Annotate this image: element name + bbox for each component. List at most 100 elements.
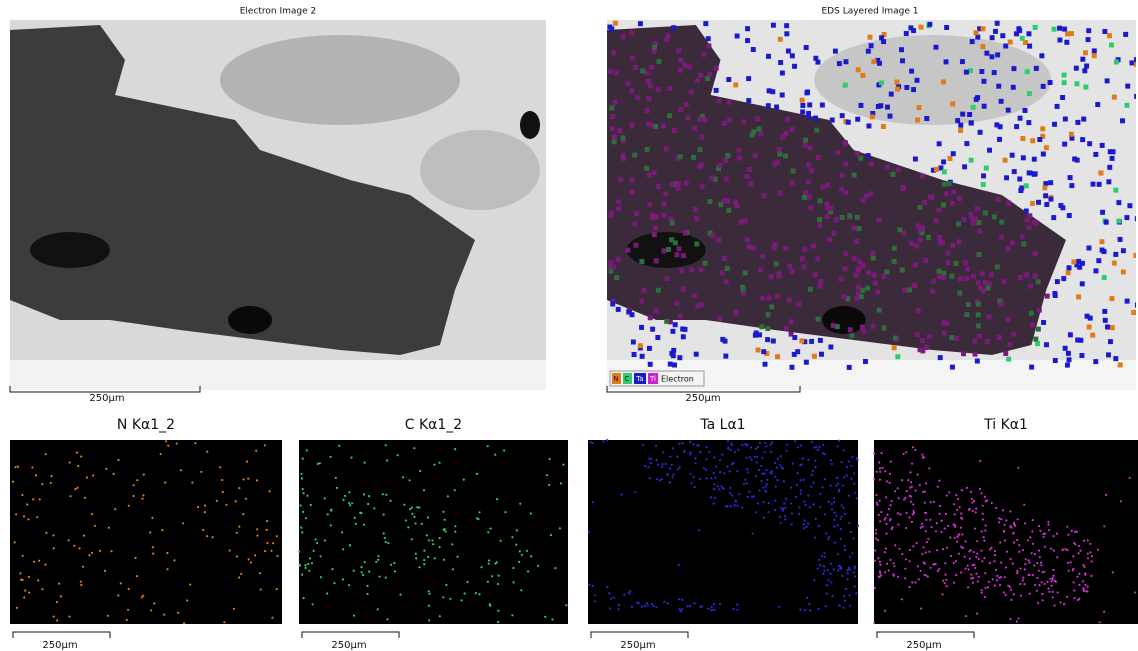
map-dot [366, 585, 368, 587]
map-dot [1034, 66, 1039, 71]
map-dot [679, 608, 681, 610]
map-dot [694, 457, 696, 459]
map-dot [979, 69, 984, 74]
map-dot [1044, 533, 1046, 535]
map-dot [884, 269, 889, 274]
map-dot [647, 202, 652, 207]
map-dot [797, 446, 799, 448]
map-dot [236, 555, 238, 557]
map-dot [613, 21, 618, 26]
map-dot [766, 479, 768, 481]
map-dot [806, 162, 811, 167]
map-dot [1078, 545, 1080, 547]
map-dot [894, 544, 896, 546]
map-dot [907, 287, 912, 292]
map-dot [342, 499, 344, 501]
map-dot [783, 480, 785, 482]
map-dot [216, 500, 218, 502]
map-dot [720, 337, 725, 342]
map-dot [880, 574, 882, 576]
map-dot [766, 54, 771, 59]
map-dot [1087, 325, 1092, 330]
map-dot [444, 519, 446, 521]
map-dot [834, 217, 839, 222]
map-dot [954, 537, 956, 539]
map-dot [304, 564, 306, 566]
map-dot [1024, 209, 1029, 214]
map-dot [324, 539, 326, 541]
map-dot [833, 497, 835, 499]
map-dot [588, 584, 590, 586]
map-dot [1018, 275, 1023, 280]
map-dot [271, 617, 273, 619]
map-dot [415, 557, 417, 559]
map-dot [713, 609, 715, 611]
map-dot [945, 579, 947, 581]
map-dot [242, 513, 244, 515]
map-dot [974, 30, 979, 35]
map-dot [1027, 539, 1029, 541]
maps: N Kα1_2250µmC Kα1_2250µmTa Lα1250µmTi Kα… [10, 417, 1138, 651]
map-dot [960, 571, 962, 573]
map-dot [956, 541, 958, 543]
map-dot [1130, 60, 1135, 65]
map-dot [854, 273, 859, 278]
map-dot [1048, 591, 1050, 593]
map-dot [735, 500, 737, 502]
map-dot [353, 570, 355, 572]
map-dot [160, 453, 162, 455]
map-dot [778, 37, 783, 42]
map-dot [761, 349, 766, 354]
map-dot [1020, 36, 1025, 41]
map-dot [888, 114, 893, 119]
map-dot [1052, 27, 1057, 32]
map-dot [1006, 201, 1011, 206]
map-dot [342, 578, 344, 580]
map-dot [808, 146, 813, 151]
map-dot [23, 596, 25, 598]
map-dot [629, 88, 634, 93]
map-dot [987, 586, 989, 588]
map-dot [1110, 156, 1115, 161]
map-dot [874, 560, 876, 562]
map-dot [948, 156, 953, 161]
map-dot [866, 270, 871, 275]
map-dot [950, 243, 955, 248]
map-dot [621, 34, 626, 39]
map-dot [1102, 249, 1107, 254]
map-dot [980, 26, 985, 31]
map-dot [843, 476, 845, 478]
map-dot [693, 602, 695, 604]
map-dot [799, 609, 801, 611]
map-dot [363, 524, 365, 526]
map-dot [656, 478, 658, 480]
map-dot [248, 558, 250, 560]
map-dot [114, 508, 116, 510]
map-dot [945, 251, 950, 256]
map-dot [609, 607, 611, 609]
map-dot [813, 447, 815, 449]
map-dot [319, 462, 321, 464]
map-dot [885, 496, 887, 498]
map-dot [1016, 570, 1018, 572]
map-dot [1113, 252, 1118, 257]
map-dot [60, 595, 62, 597]
map-dot [853, 571, 855, 573]
map-dot [1102, 275, 1107, 280]
map-dot [976, 323, 981, 328]
map-dot [962, 164, 967, 169]
map-dot [817, 223, 822, 228]
map-dot [683, 451, 685, 453]
map-dot [1074, 597, 1076, 599]
map-dot [1103, 611, 1105, 613]
map-dot [875, 529, 877, 531]
map-dot [107, 615, 109, 617]
map-dot [1056, 533, 1058, 535]
map-dot [903, 453, 905, 455]
map-dot [983, 536, 985, 538]
map-dot [1078, 552, 1080, 554]
map-dot [776, 467, 778, 469]
map-dot [879, 561, 881, 563]
map-dot [977, 334, 982, 339]
map-dot [763, 501, 765, 503]
